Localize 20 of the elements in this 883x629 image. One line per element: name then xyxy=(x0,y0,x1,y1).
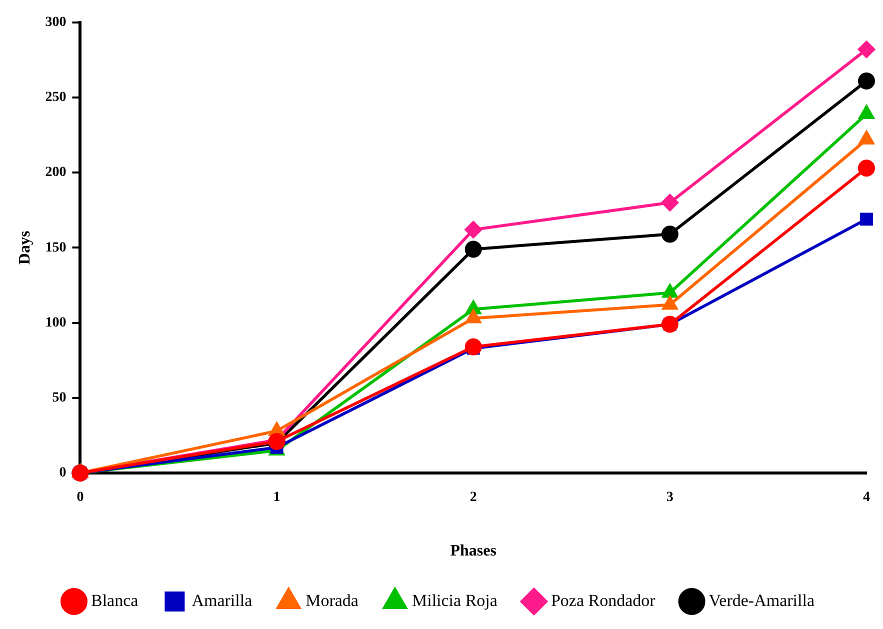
y-tick-label: 100 xyxy=(45,315,66,330)
y-tick-label: 0 xyxy=(59,466,66,481)
y-tick-label: 250 xyxy=(45,90,66,106)
y-axis-title: Days xyxy=(16,230,34,265)
y-tick-label: 150 xyxy=(45,240,66,256)
y-tick-label: 200 xyxy=(45,165,66,180)
legend-label: Amarilla xyxy=(192,590,253,610)
x-tick-label: 3 xyxy=(666,490,674,506)
x-tick-label: 2 xyxy=(470,490,477,506)
legend-label: Morada xyxy=(306,590,359,610)
x-tick-label: 0 xyxy=(76,490,84,506)
x-tick-label: 1 xyxy=(273,490,280,506)
y-tick-label: 50 xyxy=(52,390,66,406)
legend-label: Poza Rondador xyxy=(550,590,656,610)
legend-label: Verde-Amarilla xyxy=(708,590,815,610)
x-tick-label: 4 xyxy=(863,490,870,506)
legend-label: Blanca xyxy=(90,590,139,610)
legend-label: Milicia Roja xyxy=(412,590,498,610)
y-tick-label: 300 xyxy=(45,15,66,30)
x-axis-title: Phases xyxy=(450,542,496,560)
